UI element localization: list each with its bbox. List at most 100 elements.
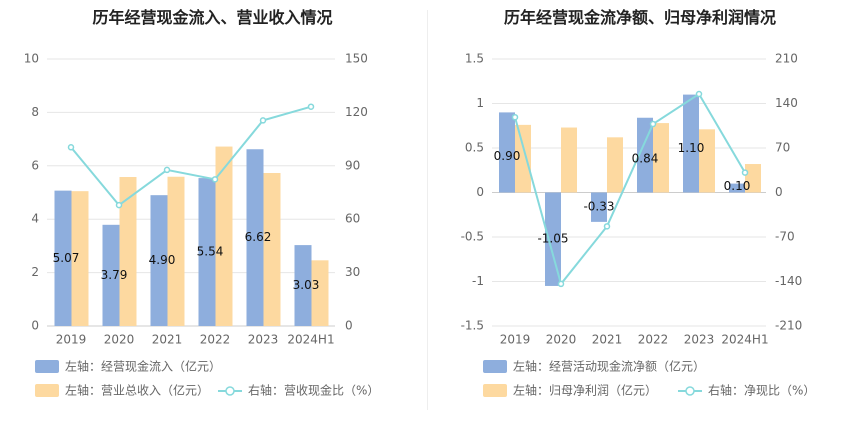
right-bar-primary (683, 94, 699, 193)
left-category-label: 2019 (56, 333, 87, 347)
right-ratio-line (514, 92, 746, 287)
right-y-left-tick: 1 (476, 96, 484, 110)
left-bar-secondary (263, 173, 281, 326)
left-y-left-tick: 4 (31, 212, 39, 226)
left-legend-primary: 左轴：经营现金流入（亿元） (65, 359, 221, 374)
left-legend-swatch-secondary (35, 384, 59, 397)
left-bar-secondary (311, 260, 329, 326)
left-category-label: 2022 (200, 333, 231, 347)
left-ratio-point (307, 103, 315, 110)
left-y-left-tick: 0 (31, 319, 39, 333)
right-bar-value-label: -0.33 (583, 200, 614, 214)
left-y-left-tick: 10 (24, 52, 39, 66)
left-bar-secondary (215, 146, 233, 326)
right-y-right-tick: 70 (775, 141, 790, 155)
right-category-label: 2020 (546, 333, 577, 347)
right-ratio-point (557, 280, 565, 288)
right-ratio-point (741, 169, 749, 176)
left-bar-primary (246, 149, 264, 326)
left-y-right-tick: 150 (345, 52, 368, 66)
left-ratio-point (115, 201, 123, 209)
left-legend-swatch-primary (35, 360, 59, 373)
right-bar-secondary (745, 164, 761, 193)
right-chart-title: 历年经营现金流净额、归母净利润情况 (503, 8, 776, 27)
right-bar-primary (729, 183, 745, 193)
right-bar-value-label: 1.10 (678, 141, 705, 155)
left-y-right-tick: 120 (345, 105, 368, 119)
left-bar-primary (102, 224, 120, 326)
right-bar-value-label: 0.84 (632, 151, 659, 165)
right-ratio-point (511, 113, 519, 121)
left-ratio-point (211, 176, 219, 183)
right-category-label: 2021 (592, 333, 623, 347)
right-bar-secondary (607, 137, 623, 193)
right-bar-secondary (515, 124, 531, 193)
right-y-left-tick: -1.5 (461, 319, 484, 333)
right-bar-secondary (653, 123, 669, 193)
panel-divider (427, 10, 428, 410)
right-ratio-point (649, 120, 657, 128)
left-bar-primary (198, 178, 216, 326)
right-bar-primary (591, 192, 607, 222)
right-bar-primary (545, 192, 561, 286)
right-bar-primary (637, 117, 653, 193)
left-bar-value-label: 5.07 (53, 251, 80, 265)
right-category-label: 2019 (500, 333, 531, 347)
left-legend-secondary: 左轴：营业总收入（亿元） (65, 383, 209, 398)
left-y-right-tick: 0 (345, 319, 353, 333)
left-bar-value-label: 3.03 (293, 278, 320, 292)
right-y-left-tick: -1 (472, 274, 484, 288)
right-legend-swatch-primary (483, 360, 507, 373)
right-ratio-point (603, 223, 611, 230)
left-y-left-tick: 8 (31, 105, 39, 119)
right-bar-value-label: 0.10 (724, 179, 751, 193)
right-bar-secondary (561, 127, 577, 193)
right-y-right-tick: 0 (775, 185, 783, 199)
left-ratio-point (163, 166, 171, 174)
right-y-left-tick: 1.5 (465, 52, 484, 66)
right-legend-primary: 左轴：经营活动现金流净额（亿元） (513, 359, 705, 374)
right-y-right-tick: -70 (775, 230, 795, 244)
left-category-label: 2024H1 (287, 333, 334, 347)
right-category-label: 2023 (684, 333, 715, 347)
left-legend-swatch-line-marker (225, 386, 235, 396)
left-y-right-tick: 90 (345, 158, 360, 172)
left-bar-value-label: 3.79 (101, 268, 128, 282)
right-bar-secondary (699, 129, 715, 193)
left-bar-primary (150, 195, 168, 326)
left-y-right-tick: 30 (345, 265, 360, 279)
left-ratio-line (70, 105, 312, 207)
left-ratio-point (67, 144, 75, 151)
left-bar-primary (294, 245, 312, 326)
right-category-label: 2024H1 (721, 333, 768, 347)
right-y-right-tick: -140 (775, 274, 802, 288)
right-y-left-tick: 0 (476, 185, 484, 199)
left-bar-value-label: 4.90 (149, 253, 176, 267)
left-bar-value-label: 6.62 (245, 230, 272, 244)
left-category-label: 2020 (104, 333, 135, 347)
left-y-right-tick: 60 (345, 212, 360, 226)
right-y-right-tick: 140 (775, 96, 798, 110)
left-bar-secondary (71, 191, 89, 326)
right-bar-value-label: -1.05 (537, 232, 568, 246)
left-category-label: 2021 (152, 333, 183, 347)
left-y-left-tick: 2 (31, 265, 39, 279)
left-category-label: 2023 (248, 333, 279, 347)
right-legend-swatch-line-marker (685, 386, 695, 396)
right-ratio-point (695, 90, 703, 98)
left-bar-value-label: 5.54 (197, 245, 224, 259)
left-ratio-point (259, 117, 267, 124)
left-bar-secondary (119, 177, 137, 326)
right-y-right-tick: 210 (775, 52, 798, 66)
right-legend-secondary: 左轴：归母净利润（亿元） (513, 383, 657, 398)
left-y-left-tick: 6 (31, 158, 39, 172)
left-legend-line: 右轴：营收现金比（%） (248, 383, 379, 398)
right-bar-value-label: 0.90 (494, 149, 521, 163)
right-legend-swatch-secondary (483, 384, 507, 397)
left-bar-primary (54, 190, 72, 326)
right-category-label: 2022 (638, 333, 669, 347)
right-y-left-tick: -0.5 (461, 230, 484, 244)
right-y-right-tick: -210 (775, 319, 802, 333)
left-bar-secondary (167, 176, 185, 326)
